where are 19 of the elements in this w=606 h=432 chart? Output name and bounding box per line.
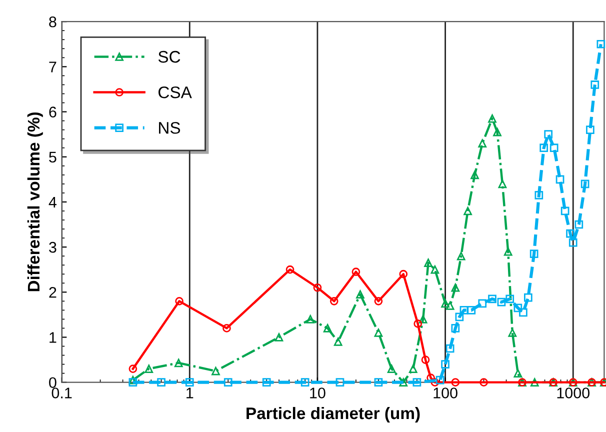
x-tick-label: 1 <box>186 388 194 398</box>
y-axis-title: Differential volume (%) <box>27 112 43 292</box>
legend-label: NS <box>159 122 180 134</box>
y-tick-label: 1 <box>50 332 56 343</box>
y-tick-label: 8 <box>49 16 56 28</box>
legend-label: CSA <box>158 86 192 98</box>
x-tick-label: 1000 <box>557 388 590 398</box>
y-tick-label: 0 <box>49 377 56 388</box>
y-tick-label: 5 <box>49 152 56 163</box>
y-tick-label: 4 <box>48 196 57 208</box>
x-axis-title: Particle diameter (um) <box>246 406 420 423</box>
legend-label: SC <box>158 50 180 63</box>
y-tick-label: 7 <box>49 62 56 72</box>
x-tick-label: 0.1 <box>52 388 72 398</box>
x-tick-label: 100 <box>434 388 458 398</box>
x-tick-label: 10 <box>310 388 326 398</box>
y-tick-label: 3 <box>49 242 56 253</box>
y-tick-label: 6 <box>49 106 56 118</box>
y-tick-label: 2 <box>49 287 56 298</box>
